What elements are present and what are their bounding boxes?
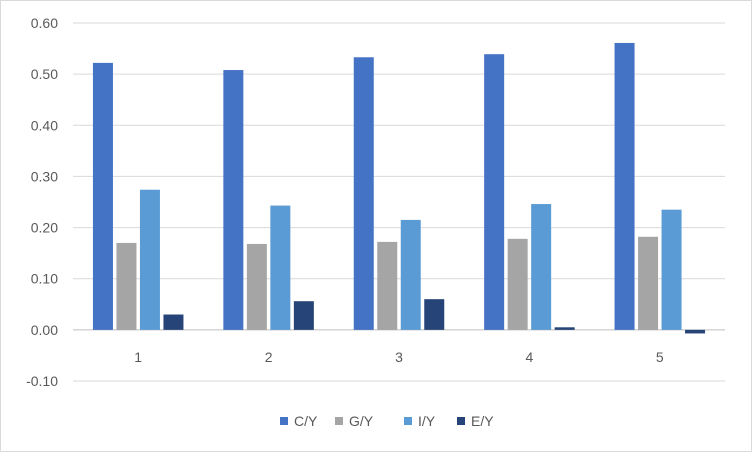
y-tick-label: 0.60 bbox=[31, 15, 58, 31]
x-tick-label: 3 bbox=[395, 349, 403, 365]
bar-i-y-1 bbox=[139, 189, 160, 330]
bar-e-y-5 bbox=[685, 329, 706, 334]
bar-g-y-4 bbox=[507, 238, 528, 330]
bar-g-y-3 bbox=[377, 241, 398, 330]
bar-e-y-4 bbox=[554, 327, 575, 330]
y-tick-label: 0.00 bbox=[31, 322, 58, 338]
y-tick-label: 0.50 bbox=[31, 66, 58, 82]
legend-label: C/Y bbox=[294, 413, 318, 429]
y-tick-label: -0.10 bbox=[26, 373, 58, 389]
y-axis-ticks: -0.10 0.00 0.10 0.20 0.30 0.40 0.50 0.60 bbox=[26, 15, 58, 389]
bar-g-y-2 bbox=[246, 243, 267, 330]
bar-i-y-3 bbox=[400, 219, 421, 330]
y-tick-label: 0.10 bbox=[31, 271, 58, 287]
legend: C/Y G/Y I/Y E/Y bbox=[280, 413, 494, 429]
bar-e-y-1 bbox=[163, 314, 184, 330]
y-tick-label: 0.20 bbox=[31, 220, 58, 236]
bar-c-y-5 bbox=[614, 42, 635, 330]
legend-label: E/Y bbox=[471, 413, 494, 429]
legend-label: G/Y bbox=[349, 413, 374, 429]
bar-c-y-3 bbox=[353, 57, 374, 330]
legend-swatch bbox=[457, 417, 465, 425]
bar-e-y-2 bbox=[293, 301, 314, 330]
bar-g-y-1 bbox=[116, 242, 137, 330]
bar-c-y-4 bbox=[484, 54, 505, 330]
x-tick-label: 4 bbox=[526, 349, 534, 365]
legend-label: I/Y bbox=[418, 413, 436, 429]
bar-c-y-1 bbox=[92, 62, 113, 330]
bar-i-y-5 bbox=[661, 209, 682, 330]
x-tick-label: 2 bbox=[265, 349, 273, 365]
bar-i-y-4 bbox=[531, 204, 552, 330]
bar-e-y-3 bbox=[424, 299, 445, 330]
x-tick-label: 1 bbox=[134, 349, 142, 365]
x-tick-label: 5 bbox=[656, 349, 664, 365]
y-tick-label: 0.30 bbox=[31, 168, 58, 184]
bar-c-y-2 bbox=[223, 70, 244, 330]
x-axis-ticks: 1 2 3 4 5 bbox=[134, 349, 664, 365]
bar-i-y-2 bbox=[270, 205, 291, 330]
legend-swatch bbox=[404, 417, 412, 425]
legend-swatch bbox=[335, 417, 343, 425]
y-tick-label: 0.40 bbox=[31, 117, 58, 133]
bar-g-y-5 bbox=[638, 236, 659, 330]
legend-swatch bbox=[280, 417, 288, 425]
bars bbox=[92, 42, 706, 334]
